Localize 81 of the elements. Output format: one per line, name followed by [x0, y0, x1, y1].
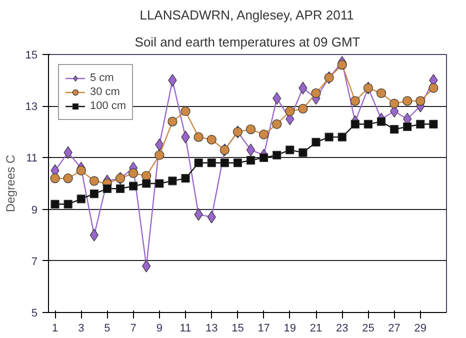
x-tick-label: 29 [414, 322, 427, 334]
point [233, 158, 242, 168]
point [324, 132, 334, 142]
y-tick-label: 11 [26, 152, 38, 165]
point [364, 120, 373, 128]
point [180, 106, 190, 116]
y-tick-label: 5 [31, 308, 38, 320]
point [246, 156, 256, 165]
point [76, 194, 86, 204]
point [206, 134, 216, 144]
point [403, 122, 412, 132]
point [416, 120, 425, 128]
point [155, 179, 164, 188]
point [246, 144, 256, 156]
point [181, 174, 190, 183]
x-tick-label: 27 [388, 322, 400, 334]
point [376, 88, 386, 98]
point [128, 168, 138, 178]
point [416, 96, 426, 106]
y-tick-label: 9 [31, 204, 38, 216]
x-tick-label: 9 [156, 322, 162, 334]
x-tick-label: 13 [205, 322, 218, 334]
chart-title: LLANSADWRN, Anglesey, APR 2011 [140, 8, 354, 22]
y-tick-label: 15 [25, 50, 38, 62]
chart-subtitle: Soil and earth temperatures at 09 GMT [134, 34, 360, 50]
point [260, 153, 268, 162]
y-axis-title: Degrees C [3, 154, 18, 212]
point [338, 132, 346, 142]
point [168, 176, 177, 186]
point [168, 116, 178, 126]
point [102, 184, 112, 193]
legend-label: 100 cm [90, 99, 126, 113]
x-tick-label: 15 [232, 322, 244, 334]
point [390, 125, 399, 134]
point [116, 184, 125, 193]
point [154, 150, 164, 160]
point [259, 130, 269, 140]
point [286, 146, 294, 154]
point [89, 176, 99, 186]
point [220, 158, 229, 168]
x-tick-label: 19 [284, 322, 296, 334]
point [350, 96, 360, 106]
point [272, 119, 282, 129]
point [64, 200, 72, 208]
x-tick-label: 3 [78, 322, 84, 334]
point [285, 106, 295, 116]
point [207, 158, 216, 168]
point [390, 98, 400, 108]
point [312, 138, 320, 147]
point [298, 148, 308, 157]
point [429, 120, 438, 128]
point [350, 120, 360, 128]
y-tick-label: 13 [25, 101, 38, 114]
legend-label: 5 cm [90, 71, 114, 85]
y-tick-label: 7 [31, 256, 38, 268]
point [50, 200, 60, 208]
x-tick-label: 5 [104, 322, 110, 334]
point [298, 104, 308, 114]
point [246, 124, 256, 134]
legend-label: 30 cm [90, 85, 120, 99]
point [428, 83, 438, 93]
x-tick-label: 21 [310, 322, 322, 334]
x-tick-label: 17 [258, 322, 270, 334]
point [142, 179, 151, 188]
point [63, 174, 73, 184]
point [402, 96, 412, 106]
point [194, 158, 203, 168]
point [311, 88, 321, 98]
point [50, 174, 60, 184]
point [337, 60, 347, 70]
point [90, 190, 98, 198]
point [272, 150, 282, 160]
point [129, 182, 138, 190]
x-tick-label: 25 [362, 322, 374, 334]
x-tick-label: 11 [180, 322, 192, 334]
point [76, 166, 86, 176]
x-tick-label: 7 [130, 322, 136, 334]
point [376, 117, 386, 126]
x-tick-label: 1 [52, 322, 58, 334]
x-tick-label: 23 [336, 322, 348, 334]
point [194, 132, 204, 142]
